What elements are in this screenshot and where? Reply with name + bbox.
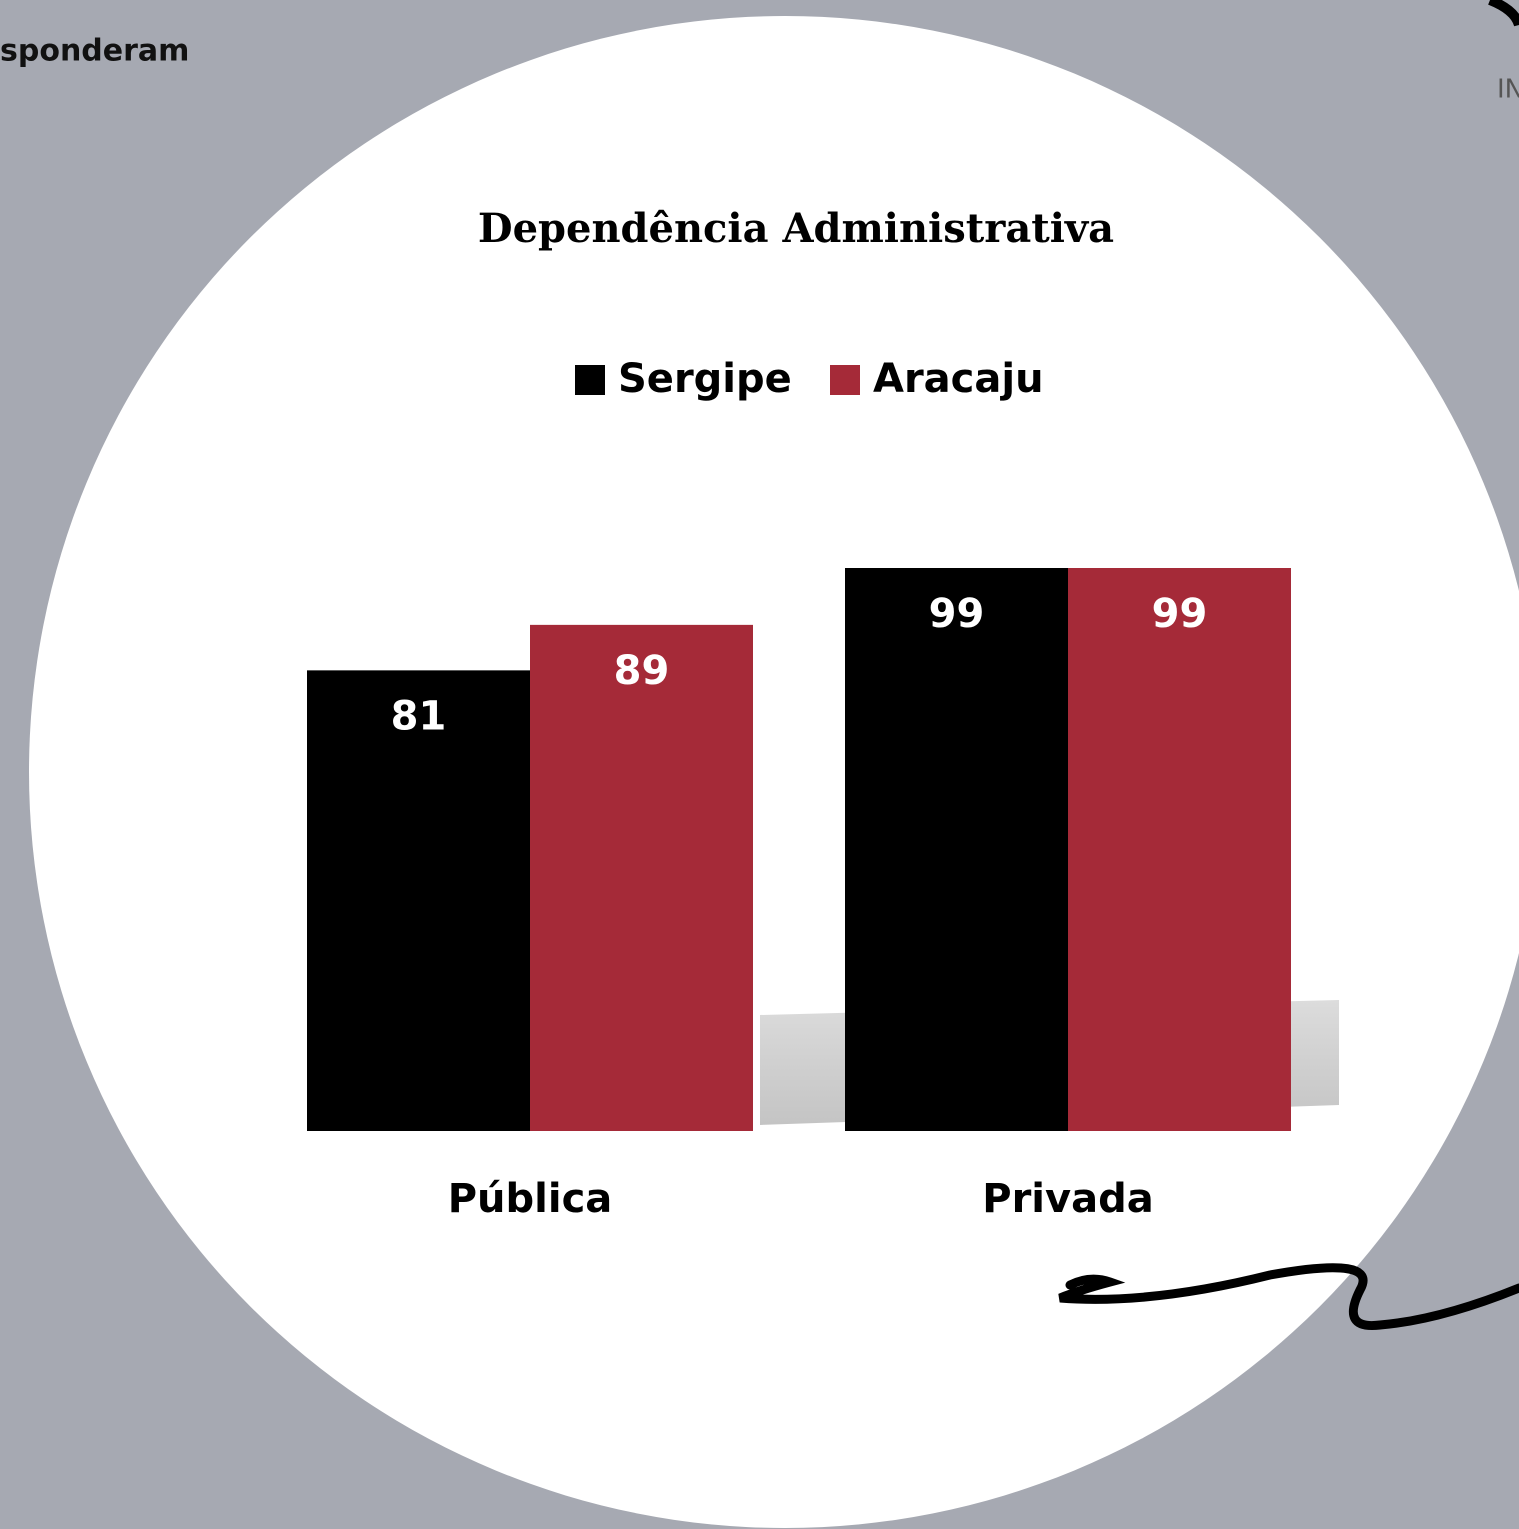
data-label: 89 (614, 648, 670, 694)
legend-swatch (575, 365, 605, 395)
data-label: 99 (1152, 591, 1208, 637)
legend-label: Sergipe (618, 356, 792, 402)
x-tick-label: Privada (982, 1176, 1153, 1222)
decorative-swirl (1058, 1263, 1519, 1331)
bar (845, 568, 1068, 1131)
legend-swatch (830, 365, 860, 395)
header-fragment: sponderam (0, 34, 189, 69)
chart-title: Dependência Administrativa (478, 205, 1114, 252)
logo-fragment: IN (1497, 75, 1519, 105)
bar (307, 670, 530, 1131)
bar (530, 624, 753, 1131)
data-label: 99 (929, 591, 985, 637)
logo-mark (1488, 0, 1519, 27)
background-circle (29, 16, 1519, 1528)
x-tick-label: Pública (448, 1176, 613, 1222)
legend-label: Aracaju (873, 356, 1044, 402)
data-label: 81 (391, 693, 447, 739)
bar (1068, 568, 1291, 1131)
